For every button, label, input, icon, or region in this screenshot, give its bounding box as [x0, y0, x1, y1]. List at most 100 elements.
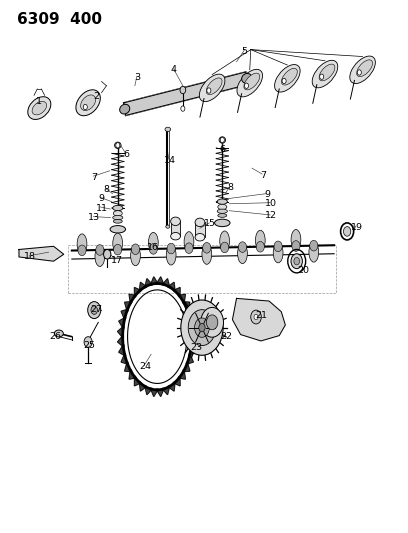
Circle shape — [251, 310, 262, 324]
Polygon shape — [191, 318, 196, 327]
Text: 6: 6 — [219, 145, 225, 154]
Ellipse shape — [357, 60, 373, 77]
Text: 22: 22 — [220, 332, 233, 341]
Circle shape — [180, 86, 186, 94]
Circle shape — [195, 318, 209, 337]
Circle shape — [84, 337, 92, 348]
Ellipse shape — [291, 230, 301, 250]
Polygon shape — [151, 277, 157, 283]
Ellipse shape — [110, 225, 126, 233]
Polygon shape — [121, 310, 126, 318]
Ellipse shape — [195, 218, 205, 227]
Circle shape — [320, 74, 324, 79]
Ellipse shape — [28, 96, 51, 119]
Ellipse shape — [171, 217, 180, 225]
Text: 1: 1 — [36, 97, 42, 106]
Ellipse shape — [275, 64, 300, 92]
Polygon shape — [145, 279, 151, 286]
Polygon shape — [169, 282, 175, 290]
Polygon shape — [175, 378, 180, 386]
Polygon shape — [145, 387, 151, 395]
Circle shape — [91, 306, 98, 314]
Polygon shape — [188, 310, 193, 318]
Text: 15: 15 — [204, 220, 216, 229]
Text: 19: 19 — [350, 223, 362, 232]
Ellipse shape — [120, 104, 130, 114]
Circle shape — [181, 106, 185, 111]
Ellipse shape — [350, 56, 375, 84]
Text: 6309  400: 6309 400 — [17, 12, 102, 27]
Polygon shape — [192, 337, 197, 346]
Polygon shape — [134, 287, 140, 295]
Circle shape — [113, 244, 122, 255]
Polygon shape — [157, 390, 163, 397]
Text: 25: 25 — [83, 341, 95, 350]
Polygon shape — [184, 364, 190, 372]
Circle shape — [344, 227, 351, 236]
Ellipse shape — [202, 244, 212, 264]
Circle shape — [167, 243, 175, 254]
Text: 20: 20 — [297, 266, 310, 275]
Text: 16: 16 — [147, 244, 159, 253]
Ellipse shape — [113, 233, 122, 253]
Circle shape — [221, 242, 229, 253]
Ellipse shape — [219, 137, 226, 143]
Circle shape — [282, 78, 286, 84]
Text: 7: 7 — [91, 173, 97, 182]
Ellipse shape — [166, 245, 176, 265]
Text: 12: 12 — [265, 212, 277, 221]
Bar — [171, 221, 180, 236]
Bar — [195, 222, 205, 237]
Ellipse shape — [54, 330, 63, 337]
Circle shape — [88, 302, 101, 319]
Polygon shape — [134, 378, 140, 386]
Ellipse shape — [166, 225, 170, 228]
Text: 23: 23 — [190, 343, 202, 352]
Text: 7: 7 — [260, 171, 266, 180]
Polygon shape — [233, 298, 285, 341]
Ellipse shape — [218, 204, 227, 209]
Polygon shape — [119, 318, 124, 327]
Text: 11: 11 — [95, 204, 108, 213]
Polygon shape — [118, 337, 122, 346]
Circle shape — [220, 138, 224, 143]
Circle shape — [201, 308, 224, 337]
Polygon shape — [119, 346, 124, 355]
Ellipse shape — [195, 233, 205, 241]
Ellipse shape — [32, 101, 47, 115]
Circle shape — [96, 245, 104, 255]
Circle shape — [83, 104, 87, 110]
Ellipse shape — [282, 68, 297, 85]
Circle shape — [116, 143, 120, 148]
Circle shape — [206, 315, 218, 330]
Text: 14: 14 — [164, 156, 175, 165]
Text: 8: 8 — [227, 183, 233, 192]
Ellipse shape — [319, 64, 335, 81]
Polygon shape — [140, 282, 145, 290]
Circle shape — [274, 241, 282, 252]
Polygon shape — [180, 372, 185, 379]
Ellipse shape — [215, 219, 230, 227]
Text: 8: 8 — [103, 185, 109, 194]
Ellipse shape — [237, 69, 262, 97]
Circle shape — [181, 300, 223, 356]
Circle shape — [207, 88, 211, 93]
Polygon shape — [129, 372, 135, 379]
Polygon shape — [192, 327, 197, 337]
Text: 21: 21 — [255, 311, 267, 320]
Polygon shape — [140, 384, 145, 391]
Circle shape — [104, 249, 111, 259]
Ellipse shape — [113, 205, 123, 211]
Polygon shape — [175, 287, 180, 295]
Text: 10: 10 — [265, 199, 277, 208]
Circle shape — [131, 244, 140, 255]
Ellipse shape — [206, 78, 222, 95]
Polygon shape — [163, 279, 169, 286]
Circle shape — [292, 241, 300, 252]
Ellipse shape — [171, 232, 180, 240]
Polygon shape — [19, 246, 64, 261]
Ellipse shape — [184, 232, 194, 252]
Polygon shape — [191, 346, 196, 355]
Text: 9: 9 — [264, 190, 270, 199]
Circle shape — [238, 242, 246, 253]
